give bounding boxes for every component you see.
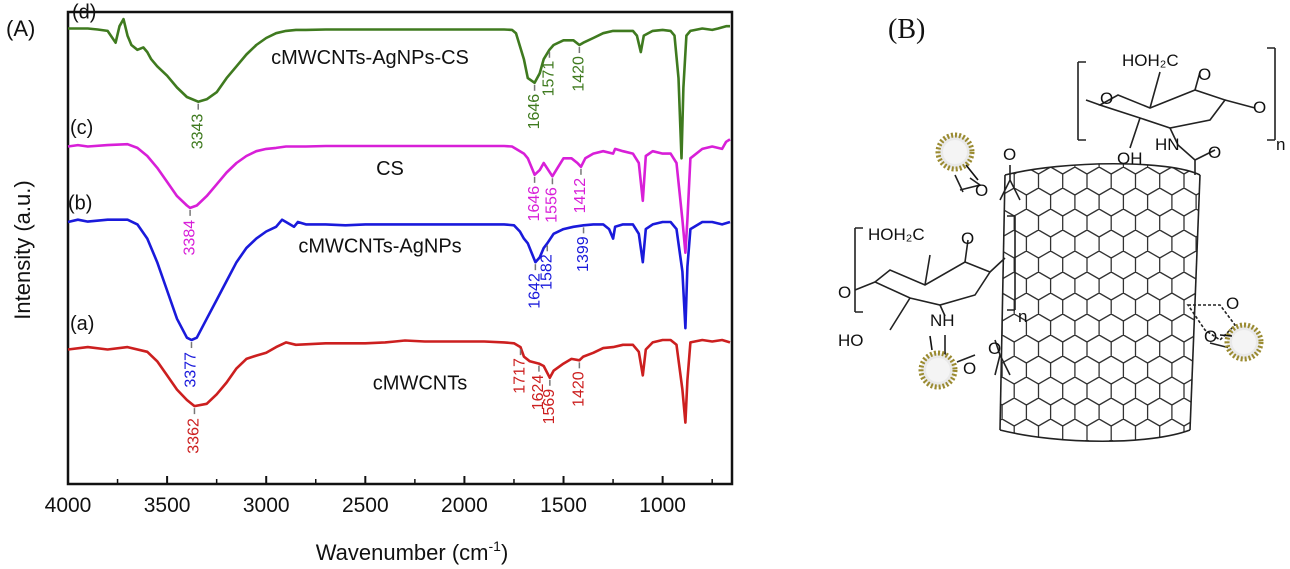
label-nh-left: NH	[930, 311, 955, 330]
x-axis-label: Wavenumber (cm-1)	[316, 538, 509, 565]
series-layer: (a) cMWCNTs (b) cMWCNTs-AgNPs (c) CS (d) cMWCNT…	[67, 2, 731, 454]
peak-label: 1412	[572, 178, 589, 214]
peak-label: 3362	[186, 418, 203, 454]
nanotube-lattice	[1000, 163, 1200, 442]
label-n-top: n	[1276, 135, 1285, 154]
series-tag: (b)	[68, 193, 92, 215]
peak-label: 1556	[544, 187, 561, 223]
label-o-right-top: O	[1253, 98, 1266, 117]
label-oh-top: OH	[1117, 149, 1143, 168]
label-o-ring-left: O	[961, 229, 974, 248]
x-tick-label: 2500	[342, 494, 389, 517]
label-hoh2c-top: HOH₂C	[1122, 51, 1179, 70]
peak-label: 1420	[571, 56, 588, 92]
label-o-ester4: O	[963, 359, 976, 378]
peak-label: 1571	[541, 61, 558, 97]
label-o-link-left: O	[838, 283, 851, 302]
x-axis-label-close: )	[501, 540, 508, 565]
ftir-chart: (a) cMWCNTs (b) cMWCNTs-AgNPs (c) CS (d) cMWCNT…	[10, 2, 734, 565]
x-tick-label: 1500	[540, 494, 587, 517]
x-axis-label-main: Wavenumber (cm	[316, 540, 489, 565]
link-np1	[954, 174, 982, 193]
silver-nanoparticle	[935, 132, 975, 172]
peak-label: 1642	[527, 273, 544, 309]
bracket-top-right	[1267, 47, 1276, 141]
peak-label: 3384	[181, 220, 198, 256]
series-line-d	[68, 17, 730, 160]
series-tag: (c)	[70, 117, 93, 139]
label-o-ring-top: O	[1198, 65, 1211, 84]
arrow-np1	[965, 164, 979, 181]
peak-label: 1582	[538, 254, 555, 290]
peak-label: 1624	[530, 375, 547, 411]
x-tick-label: 1000	[639, 494, 686, 517]
label-n-left: n	[1018, 307, 1027, 326]
series-name: cMWCNTs-AgNPs-CS	[271, 47, 469, 69]
carboxyl-top-left	[999, 165, 1021, 201]
arrow-np3	[1219, 334, 1233, 337]
x-tick-label: 3500	[144, 494, 191, 517]
nanotube-right-wall	[1189, 174, 1201, 431]
bracket-left-right	[1007, 215, 1016, 311]
series-name: CS	[376, 158, 404, 180]
hexagon-mesh	[1000, 163, 1200, 442]
carboxyl-bottom-left	[994, 339, 1011, 376]
x-axis-label-sup: -1	[489, 538, 502, 554]
label-ho-left: HO	[838, 331, 864, 350]
left-bonds	[854, 239, 1006, 358]
silver-nanoparticle	[1224, 322, 1264, 362]
top-bonds	[1085, 71, 1256, 175]
nanotube-top-rim	[1004, 163, 1201, 176]
x-tick-label: 3000	[243, 494, 290, 517]
label-o-left-top: O	[1100, 89, 1113, 108]
series-line-c	[67, 138, 731, 254]
x-tick-label: 2000	[441, 494, 488, 517]
series-line-b	[67, 218, 731, 342]
panel-a-label: (A)	[6, 16, 35, 41]
nanotube-bottom-rim	[999, 429, 1191, 443]
label-o-amide-top: O	[1208, 143, 1221, 162]
peak-label: 1646	[526, 186, 543, 222]
peak-label: 3343	[189, 114, 206, 150]
series-tag: (a)	[70, 313, 94, 335]
scheme-labels: HOH₂C O O O OH HN O n HOH₂C O O NH HO n …	[838, 51, 1285, 378]
silver-nanoparticle	[918, 350, 958, 390]
peak-label: 1646	[526, 94, 543, 130]
arrow-np2	[929, 335, 933, 351]
label-o-right1: O	[1226, 294, 1239, 313]
bracket-left-left	[854, 227, 863, 313]
series-line-a	[67, 338, 731, 424]
panel-b-label: (B)	[888, 14, 925, 45]
peak-label: 3377	[183, 352, 200, 388]
x-axis: 4000 3500 3000 2500 2000 1500 1000	[45, 476, 713, 517]
label-hn-top: HN	[1155, 135, 1180, 154]
series-tag: (d)	[72, 2, 96, 24]
plot-frame	[66, 10, 734, 486]
label-hoh2c-left: HOH₂C	[868, 225, 925, 244]
series-name: cMWCNTs-AgNPs	[298, 236, 461, 258]
schematic-cnt-chitosan	[854, 47, 1276, 443]
peak-label: 1420	[571, 371, 588, 407]
peak-label: 1717	[512, 358, 529, 394]
series-name: cMWCNTs	[373, 373, 467, 395]
x-tick-label: 4000	[45, 494, 92, 517]
label-o-ester2: O	[975, 181, 988, 200]
label-o-ester1: O	[1003, 145, 1016, 164]
peak-label: 1569	[541, 389, 558, 425]
label-o-right2: O	[1204, 327, 1217, 346]
peak-label: 1399	[575, 236, 592, 272]
nanotube-left-wall	[999, 174, 1006, 431]
bracket-top-left	[1077, 61, 1086, 141]
left-ring	[873, 261, 992, 306]
y-axis-label: Intensity (a.u.)	[10, 180, 35, 319]
top-ring	[1098, 89, 1227, 129]
label-o-ester3: O	[988, 339, 1001, 358]
